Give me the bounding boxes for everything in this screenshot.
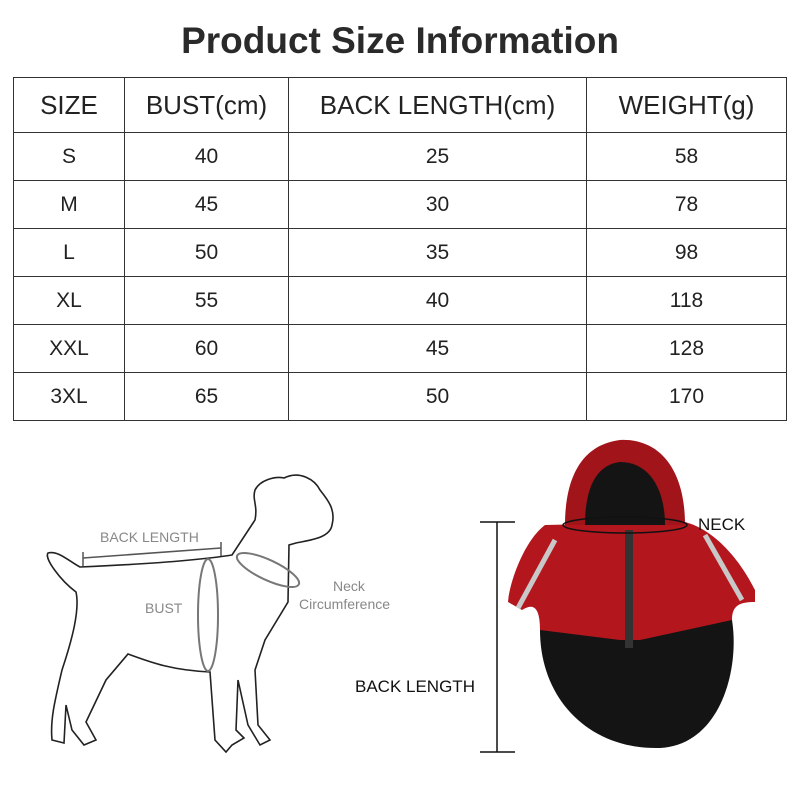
cell-size: XXL bbox=[13, 324, 125, 373]
header-weight: WEIGHT(g) bbox=[586, 77, 787, 133]
cell-back-length: 35 bbox=[288, 228, 587, 277]
table-header-row: SIZE BUST(cm) BACK LENGTH(cm) WEIGHT(g) bbox=[13, 77, 787, 133]
cell-size: L bbox=[13, 228, 125, 277]
cell-weight: 58 bbox=[586, 132, 787, 181]
cell-weight: 98 bbox=[586, 228, 787, 277]
neck-ring bbox=[562, 516, 688, 534]
back-length-line bbox=[82, 547, 222, 559]
cell-weight: 78 bbox=[586, 180, 787, 229]
cell-bust: 45 bbox=[124, 180, 289, 229]
jacket-illustration bbox=[480, 439, 755, 753]
page-title: Product Size Information bbox=[181, 20, 619, 61]
table-row: M 45 30 78 bbox=[13, 180, 787, 229]
jacket-fleece bbox=[540, 610, 734, 749]
reflective-stripe-left bbox=[515, 538, 558, 610]
cell-back-length: 45 bbox=[288, 324, 587, 373]
cell-weight: 118 bbox=[586, 276, 787, 325]
jacket-zipper bbox=[625, 530, 633, 648]
table-row: L 50 35 98 bbox=[13, 228, 787, 277]
cell-bust: 65 bbox=[124, 372, 289, 421]
label-bust: BUST bbox=[145, 600, 183, 616]
size-table: SIZE BUST(cm) BACK LENGTH(cm) WEIGHT(g) … bbox=[13, 77, 787, 421]
label-neck-circumference: Circumference bbox=[299, 596, 391, 612]
cell-back-length: 40 bbox=[288, 276, 587, 325]
cell-back-length: 30 bbox=[288, 180, 587, 229]
table-row: 3XL 65 50 170 bbox=[13, 372, 787, 421]
header-size: SIZE bbox=[13, 77, 125, 133]
dog-illustration bbox=[46, 474, 334, 754]
cell-back-length: 50 bbox=[288, 372, 587, 421]
label-neck: Neck bbox=[333, 578, 365, 594]
table-row: S 40 25 58 bbox=[13, 132, 787, 181]
header-bust: BUST(cm) bbox=[124, 77, 289, 133]
reflective-stripe-right bbox=[702, 533, 745, 602]
cell-size: 3XL bbox=[13, 372, 125, 421]
cell-bust: 55 bbox=[124, 276, 289, 325]
cell-back-length: 25 bbox=[288, 132, 587, 181]
cell-size: M bbox=[13, 180, 125, 229]
cell-bust: 60 bbox=[124, 324, 289, 373]
neck-ellipse bbox=[235, 552, 301, 588]
cell-weight: 170 bbox=[586, 372, 787, 421]
cell-weight: 128 bbox=[586, 324, 787, 373]
dog-outline bbox=[46, 474, 334, 754]
bust-ellipse bbox=[197, 558, 219, 672]
cell-bust: 40 bbox=[124, 132, 289, 181]
header-back-length: BACK LENGTH(cm) bbox=[288, 77, 587, 133]
label-jacket-neck: NECK bbox=[698, 515, 746, 534]
cell-bust: 50 bbox=[124, 228, 289, 277]
cell-size: XL bbox=[13, 276, 125, 325]
table-row: XXL 60 45 128 bbox=[13, 324, 787, 373]
table-row: XL 55 40 118 bbox=[13, 276, 787, 325]
cell-size: S bbox=[13, 132, 125, 181]
label-jacket-back-length: BACK LENGTH bbox=[355, 677, 475, 696]
label-back-length: BACK LENGTH bbox=[100, 529, 199, 545]
